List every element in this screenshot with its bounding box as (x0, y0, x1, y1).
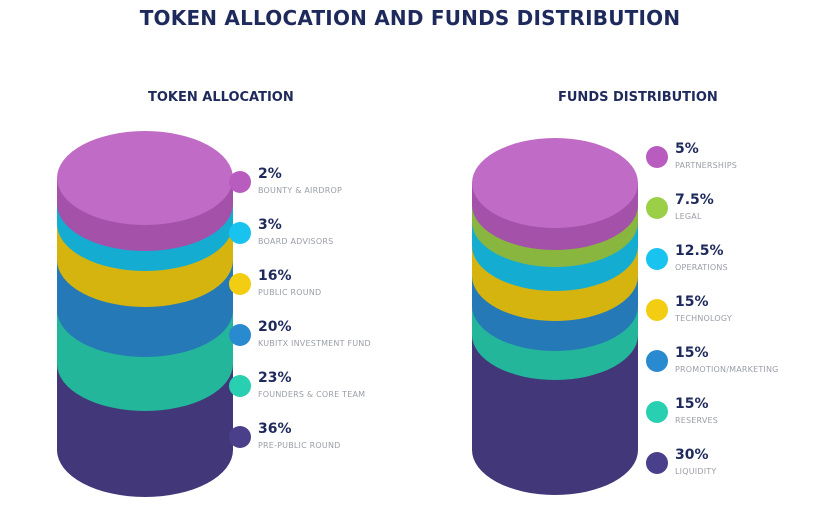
legend-value: 3% (258, 217, 282, 233)
legend-swatch (646, 401, 668, 423)
legend-swatch (646, 299, 668, 321)
legend-label: BOUNTY & AIRDROP (258, 186, 343, 195)
legend-value: 16% (258, 268, 292, 284)
legend-label: TECHNOLOGY (675, 314, 732, 323)
legend-label: LEGAL (675, 212, 702, 221)
legend-swatch (229, 273, 251, 295)
legend-swatch (646, 146, 668, 168)
legend-label: OPERATIONS (675, 263, 728, 272)
legend-value: 30% (675, 447, 709, 463)
legend-value: 23% (258, 370, 292, 386)
legend-value: 12.5% (675, 243, 724, 259)
legend-swatch (646, 197, 668, 219)
legend-swatch (646, 248, 668, 270)
legend-value: 5% (675, 141, 699, 157)
cylinder-segment (57, 131, 233, 251)
legend-label: FOUNDERS & CORE TEAM (258, 390, 366, 399)
legend-swatch (229, 375, 251, 397)
legend-value: 15% (675, 345, 709, 361)
legend-swatch (229, 171, 251, 193)
legend-label: PARTNERSHIPS (675, 161, 738, 170)
legend-label: KUBITX INVESTMENT FUND (258, 339, 371, 348)
legend-swatch (646, 350, 668, 372)
legend-label: PROMOTION/MARKETING (675, 365, 779, 374)
legend-value: 36% (258, 421, 292, 437)
token-allocation-title: TOKEN ALLOCATION (148, 90, 294, 105)
legend-swatch (646, 452, 668, 474)
legend-label: RESERVES (675, 416, 719, 425)
legend-label: PRE-PUBLIC ROUND (258, 441, 341, 450)
legend-value: 20% (258, 319, 292, 335)
legend-swatch (229, 426, 251, 448)
legend-value: 7.5% (675, 192, 714, 208)
cylinder-segment (472, 138, 638, 250)
legend-value: 15% (675, 294, 709, 310)
legend-value: 15% (675, 396, 709, 412)
legend-label: PUBLIC ROUND (258, 288, 322, 297)
legend-label: BOARD ADVISORS (258, 237, 334, 246)
legend-swatch (229, 222, 251, 244)
legend-label: LIQUIDITY (675, 467, 717, 476)
funds-distribution-title: FUNDS DISTRIBUTION (558, 90, 718, 105)
legend-value: 2% (258, 166, 282, 182)
legend-swatch (229, 324, 251, 346)
page-title: TOKEN ALLOCATION AND FUNDS DISTRIBUTION (139, 6, 681, 30)
